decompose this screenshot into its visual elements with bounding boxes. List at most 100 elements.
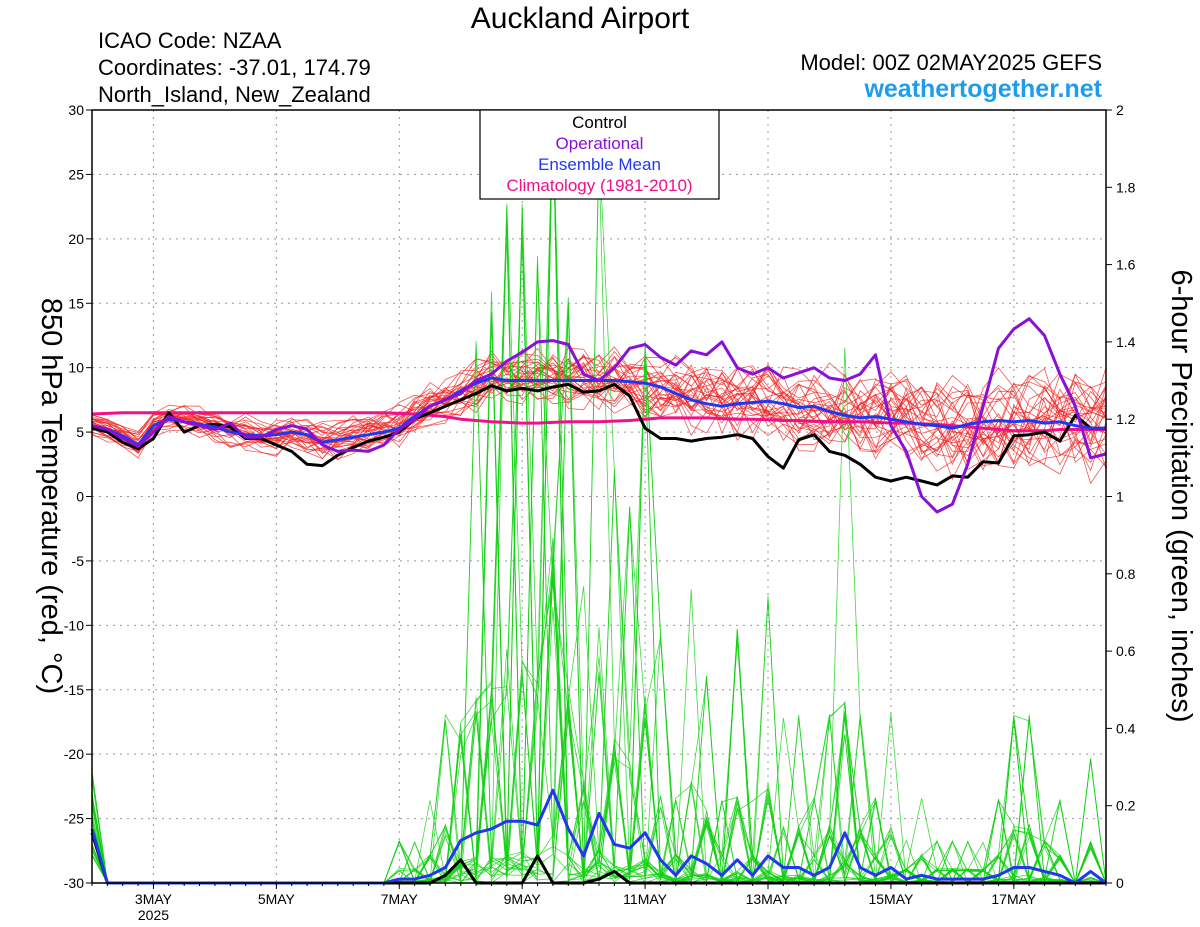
y2-tick-label: 2 [1116,102,1124,118]
precip-member-line [91,311,1107,884]
precip-member-line [91,341,1107,884]
y-tick-label: 15 [68,295,84,311]
temp-member-line [91,363,1107,481]
precip-member-line [91,217,1107,884]
model-run: Model: 00Z 02MAY2025 GEFS [800,50,1102,75]
y2-tick-label: 1.6 [1116,257,1136,273]
y2-tick-label: 0.2 [1116,798,1136,814]
temp-member-line [91,347,1107,450]
region: North_Island, New_Zealand [98,82,371,107]
temp-member-line [91,362,1107,454]
page-title: Auckland Airport [470,2,690,35]
temp-member-line [91,358,1107,457]
temp-member-line [91,347,1107,466]
temp-member-line [91,361,1107,450]
temp-member-line [91,361,1107,467]
temp-member-line [91,357,1107,471]
x-tick-label: 7MAY [381,891,419,907]
precip-member-line [91,109,1107,884]
icao-code: ICAO Code: NZAA [98,28,282,53]
temp-member-line [91,356,1107,466]
temp-member-line [91,373,1107,467]
legend-entry: Ensemble Mean [538,155,661,174]
precip-member-line [91,576,1107,884]
y-axis-label: 850 hPa Temperature (red, °C) [35,298,67,694]
temp-member-line [91,363,1107,471]
temp-member-line [91,356,1107,457]
temp-member-line [91,360,1107,469]
precip-member-line [91,109,1107,884]
precip-member-line [91,154,1107,884]
precip-control-line [90,832,1106,885]
y-tick-label: 25 [68,166,84,182]
precip-member-line [91,109,1107,885]
precip-member-line [91,316,1107,884]
y2-axis-label: 6-hour Precipitation (green, inches) [1165,270,1197,723]
coordinates: Coordinates: -37.01, 174.79 [98,55,371,80]
temp-member-line [91,358,1107,469]
x-tick-label: 15MAY [868,891,914,907]
temp-member-line [91,354,1107,465]
precip-member-line [91,109,1107,884]
temp-member-line [91,358,1107,465]
precip-member-line [91,109,1107,884]
precip-member-line [91,142,1107,884]
temp-operational-line [91,317,1107,514]
precip-member-line [91,109,1107,884]
y2-tick-label: 0.8 [1116,566,1136,582]
temp-member-line [91,354,1107,465]
y-tick-label: 30 [68,102,84,118]
precip-member-line [91,109,1107,884]
y2-tick-label: 1.8 [1116,179,1136,195]
precip-member-line [91,297,1107,884]
y2-tick-label: 1.4 [1116,334,1136,350]
temp-member-line [91,346,1107,467]
y-tick-label: -30 [64,875,84,891]
y-tick-label: -10 [64,617,84,633]
y-tick-label: -15 [64,682,84,698]
precip-member-line [91,207,1107,884]
temp-member-line [91,353,1107,458]
x-tick-label: 11MAY [623,891,667,907]
precip-member-line [91,680,1107,884]
temp-member-line [91,366,1107,472]
precip-member-line [91,537,1107,884]
site-link[interactable]: weathertogether.net [864,75,1102,103]
precip-member-line [91,216,1107,885]
y2-tick-label: 1.2 [1116,411,1136,427]
precip-member-line [91,203,1107,884]
precip-ensemble-mean-line [90,788,1107,885]
x-tick-label: 5MAY [258,891,296,907]
temp-member-line [91,354,1107,463]
y-tick-label: -25 [64,811,84,827]
temp-member-line [91,348,1107,455]
plot-frame [91,109,1107,884]
x-tick-label: 13MAY [746,891,792,907]
temp-control-line [91,382,1106,487]
legend-entry: Operational [556,134,644,153]
legend-entry: Control [572,113,627,132]
precip-member-line [91,234,1107,884]
temp-member-line [91,356,1107,463]
y-tick-label: 10 [68,360,84,376]
y-tick-label: -20 [64,746,84,762]
temp-member-line [91,353,1107,460]
x-tick-label: 3MAY [135,891,173,907]
y2-tick-label: 0 [1116,875,1124,891]
y-tick-label: 20 [68,231,84,247]
precip-member-line [91,312,1107,884]
precip-member-line [91,271,1107,884]
precip-member-line [91,236,1107,884]
temp-member-line [91,350,1107,459]
legend-box [479,109,720,200]
x-tick-year: 2025 [138,907,169,923]
temp-ensemble-mean-line [91,376,1106,447]
y-tick-label: -5 [72,553,85,569]
precip-member-line [91,236,1107,884]
y2-tick-label: 0.6 [1116,643,1136,659]
y-tick-label: 0 [76,489,84,505]
precip-member-line [91,709,1107,884]
precip-member-line [91,203,1107,884]
temp-member-line [91,355,1107,475]
x-tick-label: 9MAY [504,891,542,907]
